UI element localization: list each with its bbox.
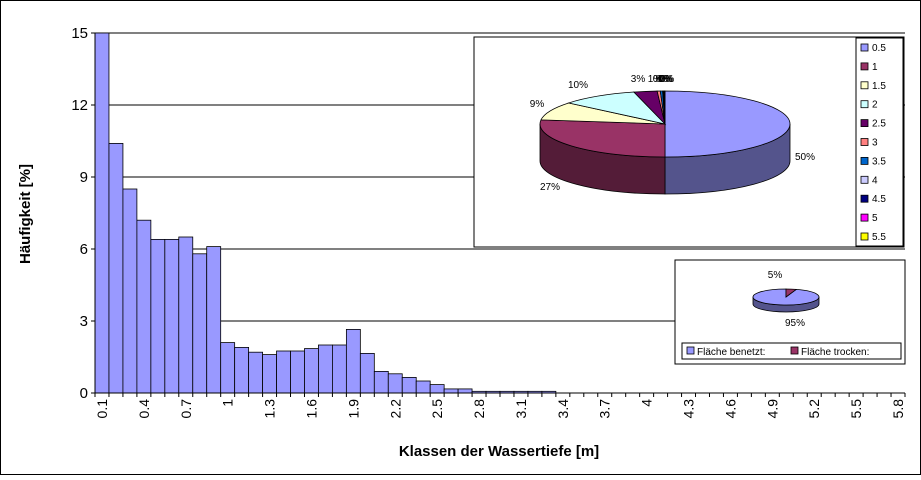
- legend-swatch: [861, 101, 868, 108]
- pie-data-label: 5%: [768, 270, 783, 281]
- legend-label: 3: [872, 138, 878, 149]
- bar: [304, 349, 318, 393]
- pie-data-label: 10%: [568, 80, 588, 91]
- legend-swatch: [861, 44, 868, 51]
- legend-swatch: [861, 63, 868, 70]
- y-tick-label: 9: [80, 169, 88, 186]
- legend-swatch: [861, 120, 868, 127]
- bar: [388, 374, 402, 393]
- x-tick-label: 4.6: [722, 399, 738, 419]
- pie-legend: Fläche benetzt: Fläche trocken:: [682, 343, 901, 359]
- pie-data-label: 50%: [795, 152, 815, 163]
- legend-label: 1: [872, 62, 878, 73]
- x-tick-label: 2.8: [471, 399, 487, 419]
- pie-data-label: 9%: [530, 99, 545, 110]
- legend-swatch: [861, 176, 868, 183]
- legend-label: 2: [872, 100, 878, 111]
- bar: [207, 247, 221, 393]
- x-tick-label: 3.1: [513, 399, 529, 419]
- bar: [123, 189, 137, 393]
- x-tick-label: 4: [639, 399, 655, 407]
- bar: [109, 143, 123, 393]
- bar: [235, 347, 249, 393]
- bar: [402, 377, 416, 393]
- legend-label: 3.5: [872, 156, 886, 167]
- bar: [179, 237, 193, 393]
- x-tick-label: 4.9: [764, 399, 780, 419]
- x-tick-label: 3.7: [597, 399, 613, 419]
- legend-swatch: [861, 214, 868, 221]
- y-tick-label: 3: [80, 313, 88, 330]
- x-tick-label: 2.5: [429, 399, 445, 419]
- pie-data-label: 95%: [785, 318, 805, 329]
- wet-dry-pie-chart: 95% 5% Fläche benetzt: Fläche trocken:: [675, 260, 905, 364]
- x-tick-label: 2.2: [387, 399, 403, 419]
- bar: [430, 385, 444, 393]
- x-tick-label: 4.3: [681, 399, 697, 419]
- bar: [165, 239, 179, 393]
- y-axis-label: Häufigkeit [%]: [17, 164, 34, 264]
- bar: [458, 389, 472, 393]
- bar: [332, 345, 346, 393]
- x-tick-label: 1: [220, 399, 236, 407]
- bar: [193, 254, 207, 393]
- x-tick-label: 0.1: [94, 399, 110, 419]
- legend-label: 4: [872, 175, 878, 186]
- legend-label: Fläche trocken:: [801, 347, 869, 358]
- bar: [346, 329, 360, 393]
- y-tick-label: 0: [80, 385, 88, 402]
- legend-swatch: [861, 233, 868, 240]
- pie-data-label: 3%: [631, 74, 646, 85]
- x-tick-label: 1.3: [262, 399, 278, 419]
- x-tick-label: 5.5: [848, 399, 864, 419]
- legend-label: 0.5: [872, 43, 886, 54]
- y-tick-label: 6: [80, 241, 88, 258]
- depth-pie-chart: 50%27%9%10%3%1%0%0%0%0%0%0.511.522.533.5…: [474, 37, 904, 247]
- x-axis-label: Klassen der Wassertiefe [m]: [399, 443, 599, 460]
- legend-label: 2.5: [872, 119, 886, 130]
- x-tick-label: 1.6: [303, 399, 319, 419]
- legend-label: 5.5: [872, 232, 886, 243]
- legend-label: 5: [872, 213, 878, 224]
- y-tick-label: 15: [71, 25, 88, 42]
- x-tick-label: 0.7: [178, 399, 194, 419]
- x-tick-label: 0.4: [136, 399, 152, 419]
- bar: [151, 239, 165, 393]
- legend-swatch: [861, 82, 868, 89]
- bar: [95, 33, 109, 393]
- pie-data-label: 27%: [540, 182, 560, 193]
- legend-label: Fläche benetzt:: [697, 347, 765, 358]
- bar: [444, 389, 458, 393]
- pie-data-label: 0%: [660, 74, 675, 85]
- x-tick-label: 5.8: [890, 399, 906, 419]
- x-tick-label: 3.4: [555, 399, 571, 419]
- x-tick-label: 5.2: [806, 399, 822, 419]
- legend-swatch: [861, 195, 868, 202]
- bar: [374, 371, 388, 393]
- bar: [137, 220, 151, 393]
- legend-swatch: [861, 157, 868, 164]
- legend-swatch: [791, 347, 798, 354]
- legend-label: 4.5: [872, 194, 886, 205]
- bar: [291, 351, 305, 393]
- bar: [318, 345, 332, 393]
- x-tick-label: 1.9: [345, 399, 361, 419]
- y-tick-label: 12: [71, 97, 88, 114]
- bar: [249, 352, 263, 393]
- bar: [263, 355, 277, 393]
- pie-legend: 0.5 1 1.5 2 2.5 3 3.5 4 4.5 5 5.5: [856, 38, 903, 246]
- bar: [221, 343, 235, 393]
- legend-swatch: [861, 139, 868, 146]
- bar: [277, 351, 291, 393]
- bar: [416, 381, 430, 393]
- bar: [360, 353, 374, 393]
- legend-label: 1.5: [872, 81, 886, 92]
- legend-swatch: [687, 347, 694, 354]
